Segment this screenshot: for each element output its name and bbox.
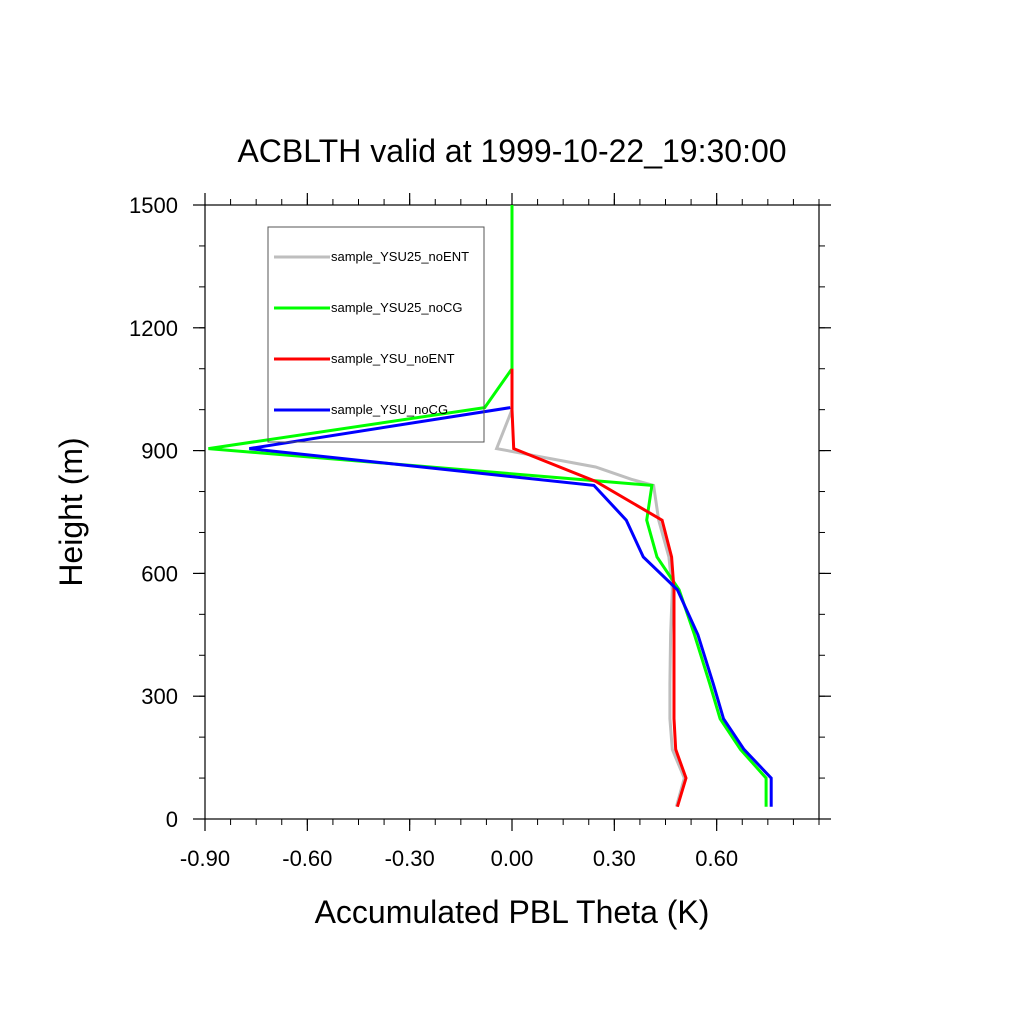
x-tick-label: -0.60 (282, 846, 332, 871)
legend-label: sample_YSU25_noENT (331, 249, 469, 264)
legend: sample_YSU25_noENT sample_YSU25_noCGsampl… (267, 226, 485, 443)
legend-items: sample_YSU25_noENT sample_YSU25_noCGsampl… (274, 249, 469, 417)
y-tick-label: 600 (141, 561, 178, 586)
series-lines (208, 205, 773, 808)
chart-title: ACBLTH valid at 1999-10-22_19:30:00 (237, 133, 786, 169)
y-tick-label: 300 (141, 684, 178, 709)
y-axis-title: Height (m) (53, 437, 89, 586)
series-line (510, 368, 688, 808)
x-axis: -0.90 -0.60 -0.30 0.00 0.30 0.60 (180, 193, 738, 871)
series-line (208, 205, 768, 807)
legend-label: sample_YSU25_noCG (331, 300, 463, 315)
plot-area: -0.90 -0.60 -0.30 0.00 0.30 0.60 0 300 600 900 12… (129, 193, 831, 871)
series-line (249, 406, 773, 807)
x-tick-label: 0.00 (491, 846, 534, 871)
y-tick-label: 0 (166, 807, 178, 832)
y-tick-label: 1200 (129, 316, 178, 341)
x-tick-label: -0.30 (385, 846, 435, 871)
y-axis: 0 300 600 900 1200 1500 (129, 193, 831, 832)
x-tick-label: 0.30 (593, 846, 636, 871)
y-tick-label: 900 (141, 439, 178, 464)
legend-label: sample_YSU_noENT (331, 351, 455, 366)
x-tick-label: 0.60 (695, 846, 738, 871)
x-axis-title: Accumulated PBL Theta (K) (315, 894, 710, 930)
series-line (494, 205, 686, 808)
legend-label: sample_YSU_noCG (331, 402, 448, 417)
y-tick-label: 1500 (129, 193, 178, 218)
legend-box (267, 226, 485, 443)
x-tick-label: -0.90 (180, 846, 230, 871)
